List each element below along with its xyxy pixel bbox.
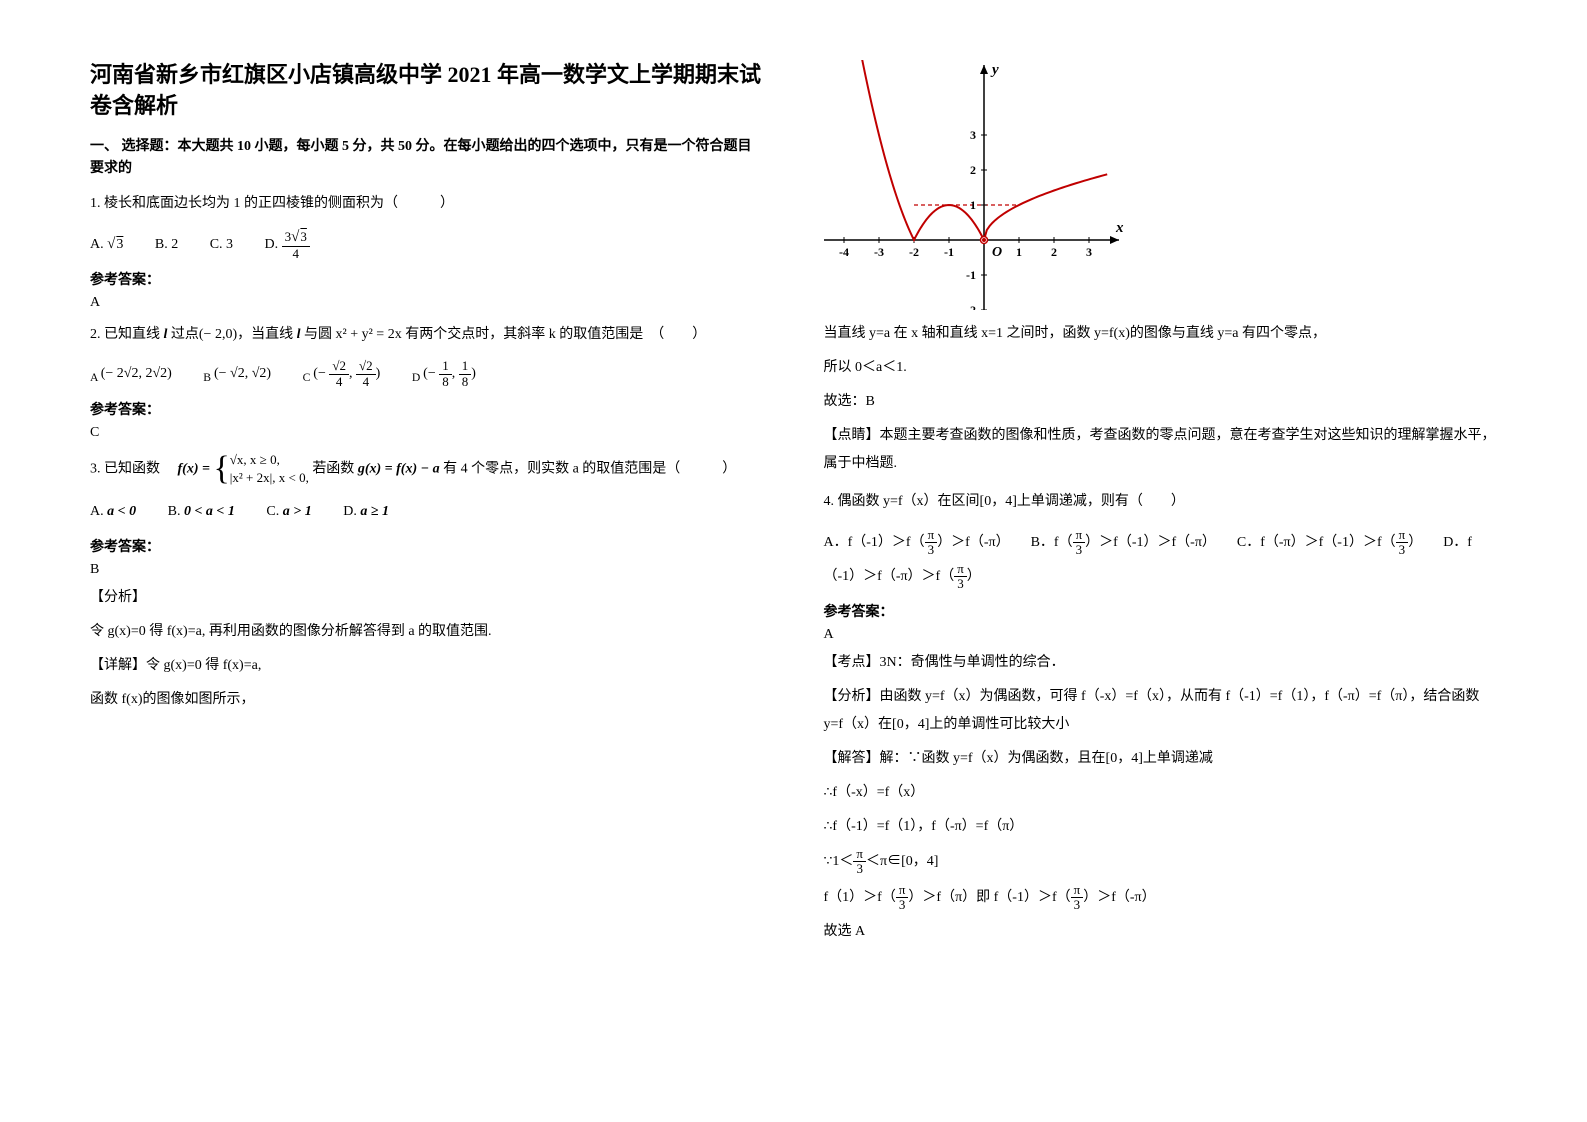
q1-optB: B. 2 [155,230,178,261]
q4-answer: A [824,627,1498,643]
svg-text:-4: -4 [839,245,849,259]
q4-jieda3: ∴f（-1）=f（1），f（-π）=f（π） [824,813,1498,841]
svg-text:2: 2 [1051,245,1057,259]
function-graph: -4 -3 -2 -1 1 2 3 -2 -1 1 2 3 Ox y [824,60,1124,310]
q2-answer: C [90,425,764,441]
q3-analysis-label: 【分析】 [90,584,764,612]
svg-text:3: 3 [970,128,976,142]
q4-answer-label: 参考答案： [824,601,1498,621]
q3-optA: A. a < 0 [90,497,136,528]
q3-analysis1: 令 g(x)=0 得 f(x)=a, 再利用函数的图像分析解答得到 a 的取值范… [90,618,764,646]
col2-line2: 所以 0＜a＜1. [824,354,1498,382]
q2-optC: C (− √24, √24) [303,359,381,390]
q4-optC: C．f（-π）＞f（-1）＞f（π3） [1237,535,1426,550]
q1-answer-label: 参考答案： [90,269,764,289]
svg-text:O: O [992,245,1002,260]
q1-optC: C. 3 [210,230,233,261]
svg-text:-3: -3 [874,245,884,259]
section1-header: 一、 选择题：本大题共 10 小题，每小题 5 分，共 50 分。在每小题给出的… [90,136,764,181]
q2-answer-label: 参考答案： [90,399,764,419]
svg-text:3: 3 [1086,245,1092,259]
q4-jieda1: 【解答】解：∵函数 y=f（x）为偶函数，且在[0，4]上单调递减 [824,745,1498,773]
right-column: -4 -3 -2 -1 1 2 3 -2 -1 1 2 3 Ox y 当直线 y=a 在 x 轴和直线 x… [824,60,1498,952]
q2-optB: B (− √2, √2) [203,359,271,390]
q4-optA: A．f（-1）＞f（π3）＞f（-π） [824,535,1014,550]
page-root: 河南省新乡市红旗区小店镇高级中学 2021 年高一数学文上学期期末试卷含解析 一… [0,0,1587,1012]
q4-options: A．f（-1）＞f（π3）＞f（-π） B．f（π3）＞f（-1）＞f（-π） … [824,526,1498,593]
svg-text:1: 1 [970,198,976,212]
q1-optA: A. √3 [90,228,123,261]
col2-dianjing: 【点睛】本题主要考查函数的图像和性质，考查函数的零点问题，意在考查学生对这些知识… [824,422,1498,478]
q1-options: A. √3 B. 2 C. 3 D. 3√3 4 [90,228,764,261]
q3-optD: D. a ≥ 1 [343,497,389,528]
q3-answer-label: 参考答案： [90,536,764,556]
q4-jieda6: 故选 A [824,918,1498,946]
q3-answer: B [90,562,764,578]
svg-text:y: y [990,62,999,78]
q2-optD: D (− 18, 18) [412,359,476,390]
q1-answer: A [90,295,764,311]
q2-options: A (− 2√2, 2√2) B (− √2, √2) C (− √24, √2… [90,359,764,390]
left-column: 河南省新乡市红旗区小店镇高级中学 2021 年高一数学文上学期期末试卷含解析 一… [90,60,764,952]
q2-optA: A (− 2√2, 2√2) [90,359,172,390]
q4-optB: B．f（π3）＞f（-1）＞f（-π） [1031,535,1220,550]
graph-svg-icon: -4 -3 -2 -1 1 2 3 -2 -1 1 2 3 Ox y [824,60,1124,310]
svg-text:-1: -1 [944,245,954,259]
col2-line1: 当直线 y=a 在 x 轴和直线 x=1 之间时，函数 y=f(x)的图像与直线… [824,320,1498,348]
svg-text:x: x [1115,220,1124,236]
question-2: 2. 已知直线 l 过点(− 2,0)，当直线 l 与圆 x² + y² = 2… [90,321,764,349]
question-1: 1. 棱长和底面边长均为 1 的正四棱锥的侧面积为（ ） [90,190,764,218]
svg-text:1: 1 [1016,245,1022,259]
q3-detail: 【详解】令 g(x)=0 得 f(x)=a, [90,652,764,680]
q4-jieda4: ∵1＜π3＜π∈[0，4] [824,847,1498,877]
svg-text:-2: -2 [966,303,976,310]
q3-options: A. a < 0 B. 0 < a < 1 C. a > 1 D. a ≥ 1 [90,497,764,528]
svg-text:2: 2 [970,163,976,177]
q4-jieda5: f（1）＞f（π3）＞f（π）即 f（-1）＞f（π3）＞f（-π） [824,883,1498,913]
svg-text:-2: -2 [909,245,919,259]
question-3: 3. 已知函数 f(x) = { √x, x ≥ 0, |x² + 2x|, x… [90,451,764,487]
piecewise-icon: { √x, x ≥ 0, |x² + 2x|, x < 0, [213,451,308,487]
q3-optC: C. a > 1 [266,497,311,528]
q4-fenxi: 【分析】由函数 y=f（x）为偶函数，可得 f（-x）=f（x），从而有 f（-… [824,683,1498,739]
doc-title: 河南省新乡市红旗区小店镇高级中学 2021 年高一数学文上学期期末试卷含解析 [90,60,764,122]
q3-optB: B. 0 < a < 1 [168,497,235,528]
svg-text:-1: -1 [966,268,976,282]
q4-kaodian: 【考点】3N：奇偶性与单调性的综合． [824,649,1498,677]
question-4: 4. 偶函数 y=f（x）在区间[0，4]上单调递减，则有（ ） [824,488,1498,516]
q1-optD: D. 3√3 4 [265,229,310,261]
q3-detail2: 函数 f(x)的图像如图所示， [90,686,764,714]
col2-line3: 故选：B [824,388,1498,416]
q4-jieda2: ∴f（-x）=f（x） [824,779,1498,807]
